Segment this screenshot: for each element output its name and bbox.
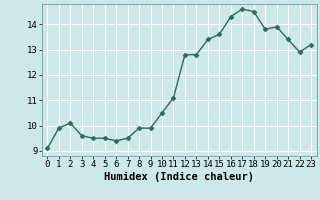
- X-axis label: Humidex (Indice chaleur): Humidex (Indice chaleur): [104, 172, 254, 182]
